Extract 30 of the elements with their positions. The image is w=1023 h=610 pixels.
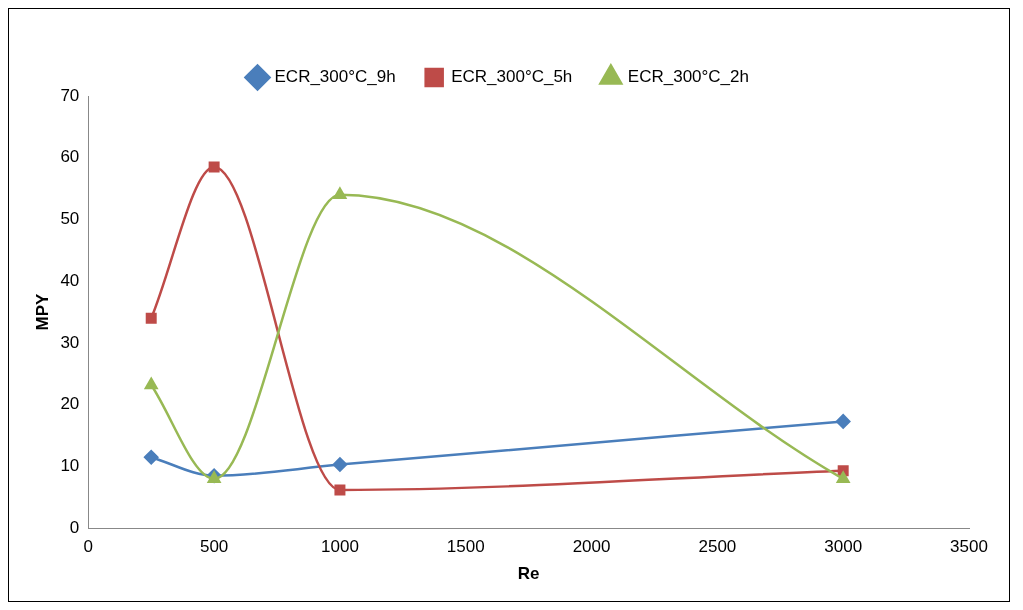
x-tick-label: 3500 — [950, 537, 988, 557]
legend-label: ECR_300°C_9h — [274, 67, 396, 87]
x-tick-label: 500 — [199, 537, 229, 557]
point — [333, 187, 347, 200]
x-tick-label: 3000 — [824, 537, 863, 557]
point — [334, 484, 346, 496]
y-tick-label: 20 — [60, 394, 80, 414]
point — [144, 377, 158, 390]
y-tick-label: 10 — [60, 456, 80, 476]
y-tick-label: 60 — [60, 147, 80, 167]
x-tick-label: 2500 — [698, 537, 737, 557]
point — [836, 471, 850, 484]
legend-label: ECR_300°C_5h — [451, 67, 573, 87]
x-axis-title: Re — [517, 564, 540, 584]
point — [835, 414, 851, 429]
point — [332, 457, 348, 472]
legend-label: ECR_300°C_2h — [627, 67, 749, 87]
point — [208, 161, 220, 173]
y-tick-label: 0 — [69, 517, 80, 537]
y-tick-label: 30 — [60, 332, 80, 352]
y-tick-label: 70 — [60, 85, 80, 105]
y-tick-label: 40 — [60, 270, 80, 290]
point — [143, 449, 159, 465]
x-tick-label: 1500 — [446, 537, 485, 557]
point — [145, 312, 157, 324]
x-tick-label: 0 — [83, 537, 94, 557]
y-axis-title: MPY — [32, 293, 52, 331]
y-tick-label: 50 — [60, 209, 80, 229]
x-tick-label: 1000 — [321, 537, 359, 557]
x-tick-label: 2000 — [572, 537, 611, 557]
